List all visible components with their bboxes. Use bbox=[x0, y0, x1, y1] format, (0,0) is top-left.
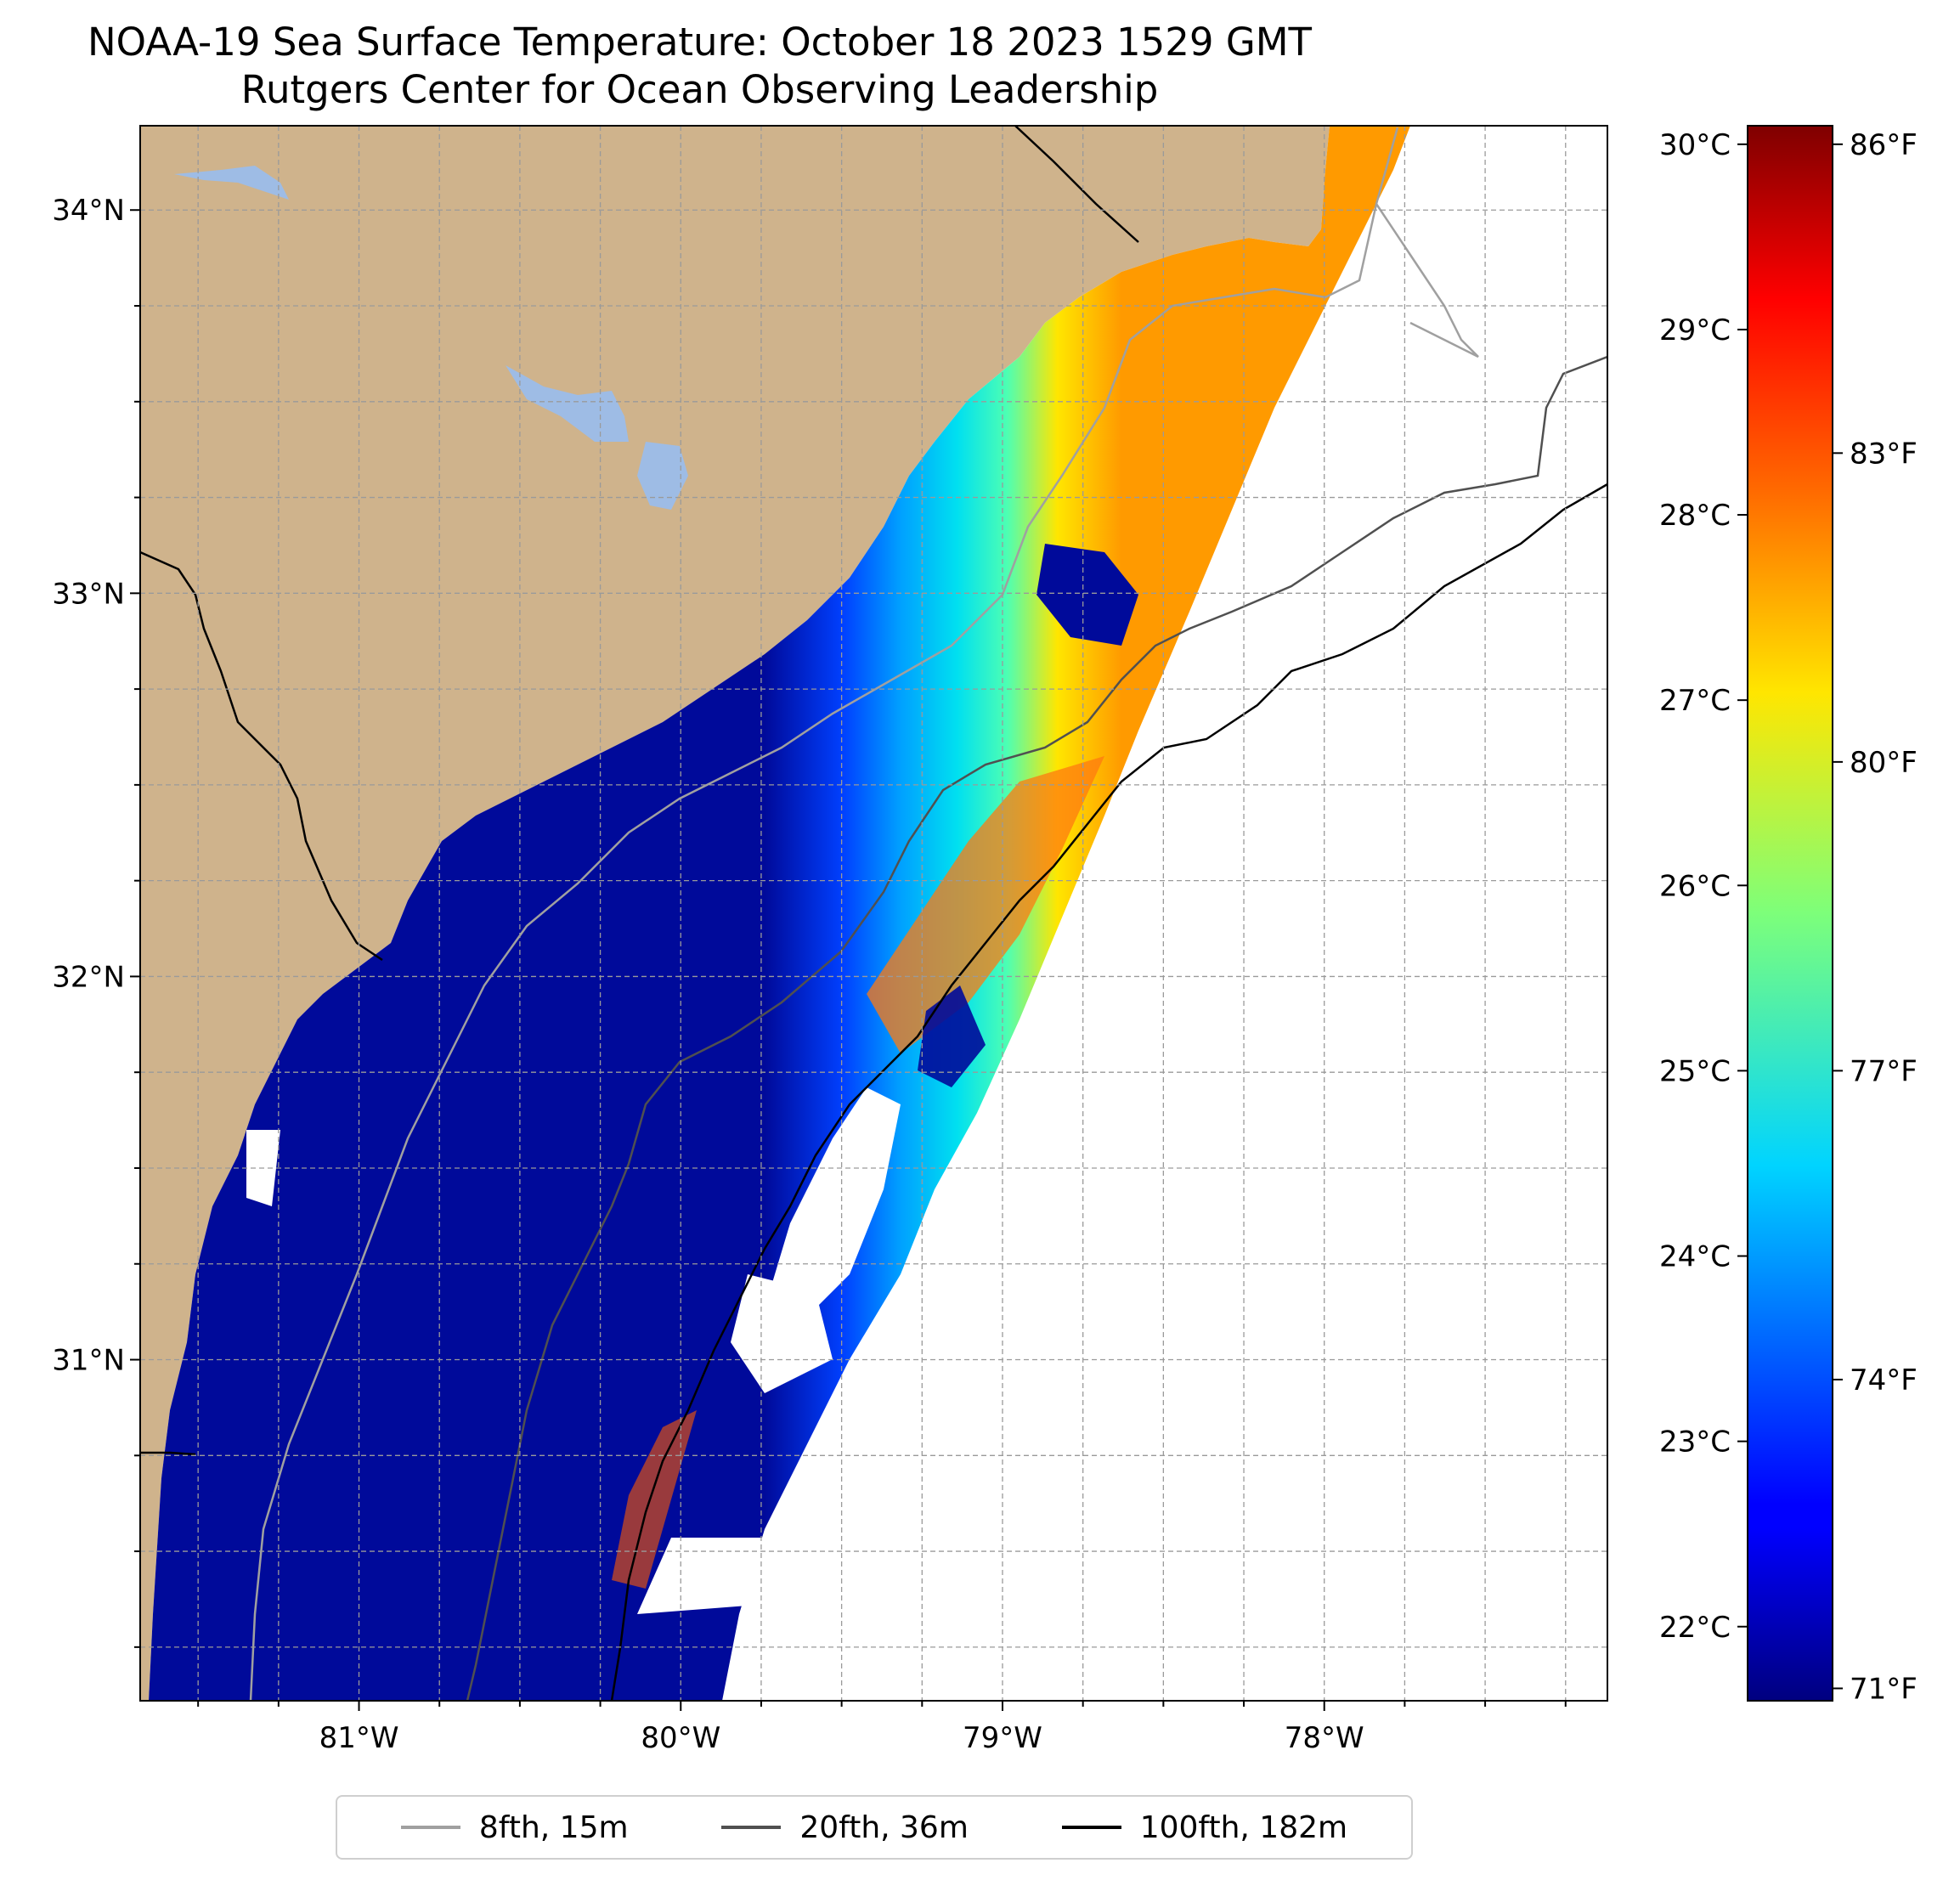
colorbar-c-label: 28°C bbox=[1659, 499, 1731, 533]
colorbar-f-label: 83°F bbox=[1850, 437, 1918, 471]
colorbar-c-label: 27°C bbox=[1659, 684, 1731, 718]
legend-label: 100fth, 182m bbox=[1139, 1809, 1348, 1845]
state-border bbox=[1014, 126, 1139, 243]
colorbar-c-label: 30°C bbox=[1659, 128, 1731, 162]
legend-line-swatch bbox=[721, 1826, 782, 1829]
lake bbox=[637, 442, 688, 510]
cold-patch bbox=[1036, 544, 1138, 646]
colorbar-f-label: 80°F bbox=[1850, 746, 1918, 780]
legend-item: 100fth, 182m bbox=[1061, 1809, 1348, 1845]
colorbar-c-label: 29°C bbox=[1659, 313, 1731, 347]
x-tick-label: 79°W bbox=[963, 1721, 1042, 1755]
x-tick-label: 78°W bbox=[1285, 1721, 1364, 1755]
state-border bbox=[140, 1451, 196, 1456]
colorbar bbox=[1747, 125, 1833, 1702]
data-gap bbox=[731, 1274, 833, 1393]
legend-label: 20fth, 36m bbox=[799, 1809, 969, 1845]
y-tick-label: 33°N bbox=[52, 577, 125, 611]
land bbox=[140, 126, 1330, 1701]
chart-title: NOAA-19 Sea Surface Temperature: October… bbox=[87, 20, 1313, 65]
colorbar-c-label: 22°C bbox=[1659, 1611, 1731, 1645]
legend-line-swatch bbox=[1061, 1826, 1121, 1829]
legend-item: 20fth, 36m bbox=[721, 1810, 969, 1845]
sst-swath bbox=[149, 126, 1410, 1701]
chart-subtitle: Rutgers Center for Ocean Observing Leade… bbox=[240, 67, 1159, 112]
legend-label: 8fth, 15m bbox=[478, 1809, 629, 1845]
legend: 8fth, 15m 20fth, 36m 100fth, 182m bbox=[336, 1795, 1413, 1860]
legend-line-swatch bbox=[400, 1826, 460, 1829]
x-tick-label: 81°W bbox=[319, 1721, 399, 1755]
colorbar-f-label: 86°F bbox=[1850, 128, 1918, 162]
colorbar-f-label: 74°F bbox=[1850, 1363, 1918, 1397]
warm-band bbox=[612, 1410, 697, 1589]
colorbar-f-label: 71°F bbox=[1850, 1672, 1918, 1706]
map-frame bbox=[139, 125, 1608, 1702]
map-area bbox=[140, 126, 1607, 1701]
colorbar-c-label: 24°C bbox=[1659, 1240, 1731, 1274]
warm-band bbox=[867, 756, 1104, 1053]
y-tick-label: 31°N bbox=[52, 1344, 125, 1378]
map-axes: 81°W 80°W 79°W 78°W 34°N 33°N 32°N 31°N bbox=[52, 194, 1567, 1755]
data-gap bbox=[637, 1538, 765, 1614]
lake bbox=[174, 166, 289, 200]
lake bbox=[506, 365, 629, 442]
isobath-20fth bbox=[466, 355, 1607, 1701]
colorbar-c-label: 26°C bbox=[1659, 869, 1731, 903]
colorbar-f-label: 77°F bbox=[1850, 1054, 1918, 1088]
colorbar-c-label: 23°C bbox=[1659, 1426, 1731, 1459]
x-tick-label: 80°W bbox=[641, 1721, 720, 1755]
colorbar-ticks: 22°C 23°C 24°C 25°C 26°C 27°C 28°C 29°C 30°C 71°F… bbox=[1659, 128, 1918, 1707]
state-border bbox=[140, 550, 383, 962]
isobath-8fth bbox=[1375, 203, 1479, 358]
colorbar-c-label: 25°C bbox=[1659, 1054, 1731, 1088]
y-tick-label: 32°N bbox=[52, 960, 125, 994]
data-gap bbox=[765, 1087, 901, 1325]
isobath-8fth bbox=[249, 127, 1399, 1701]
legend-item: 8fth, 15m bbox=[400, 1809, 629, 1845]
map-grid bbox=[140, 126, 1607, 1701]
isobath-100fth bbox=[610, 483, 1607, 1701]
y-tick-label: 34°N bbox=[52, 194, 125, 228]
